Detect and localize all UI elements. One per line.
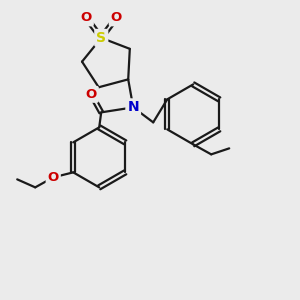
Text: O: O	[48, 171, 59, 184]
Text: S: S	[96, 31, 106, 45]
Text: O: O	[85, 88, 97, 101]
Text: O: O	[81, 11, 92, 24]
Text: O: O	[111, 11, 122, 24]
Text: N: N	[128, 100, 139, 114]
